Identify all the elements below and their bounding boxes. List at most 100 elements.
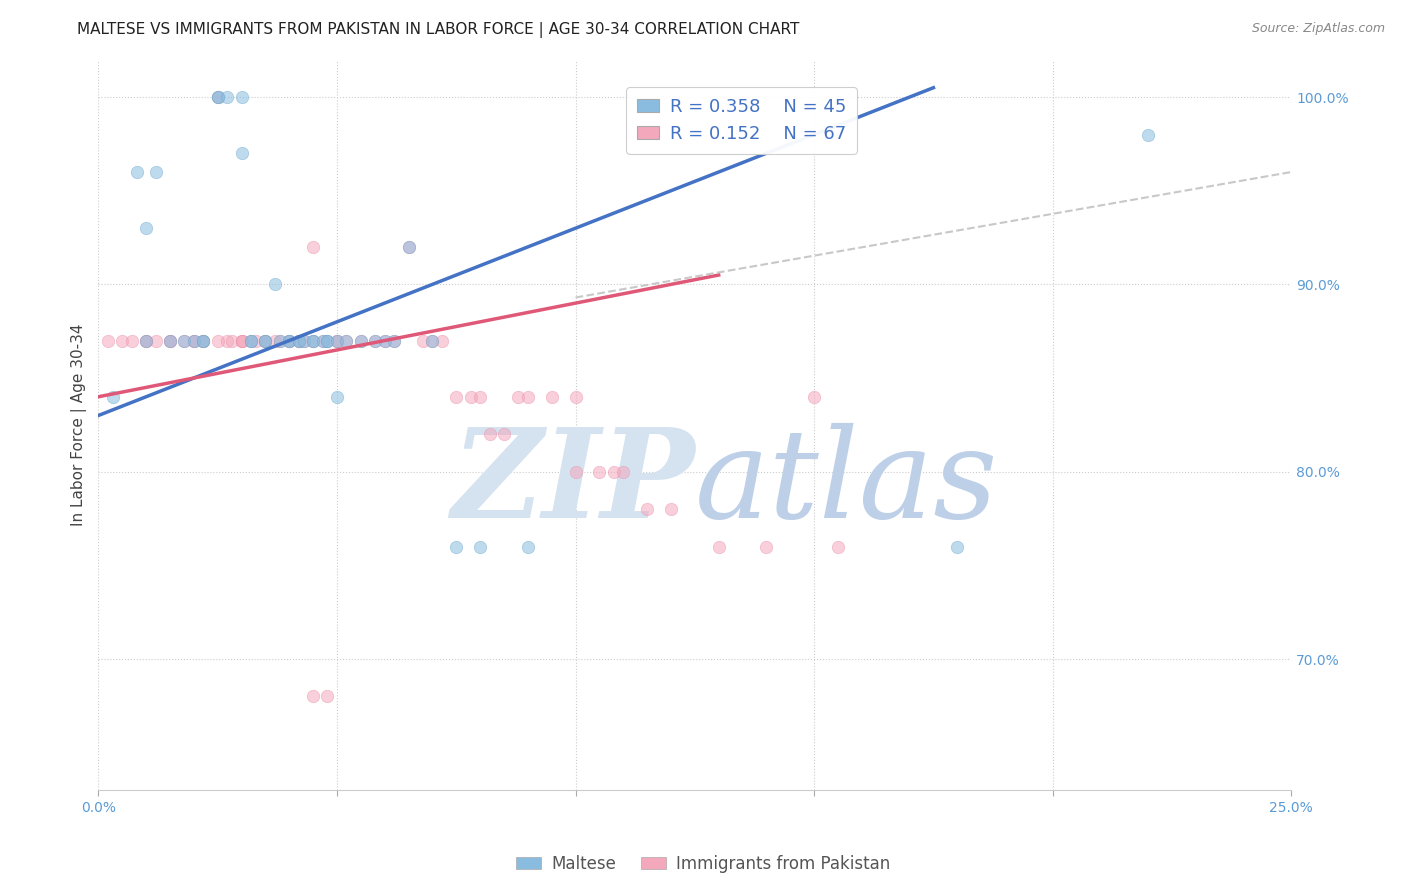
Point <box>326 334 349 348</box>
Point <box>278 334 301 348</box>
Point <box>398 240 420 254</box>
Point <box>292 334 315 348</box>
Point <box>603 465 626 479</box>
Point <box>254 334 277 348</box>
Point <box>207 90 229 104</box>
Point <box>316 334 339 348</box>
Point <box>231 334 253 348</box>
Point <box>240 334 263 348</box>
Point <box>245 334 267 348</box>
Text: ZIP: ZIP <box>451 423 695 544</box>
Legend: Maltese, Immigrants from Pakistan: Maltese, Immigrants from Pakistan <box>509 848 897 880</box>
Point <box>508 390 530 404</box>
Point <box>636 502 658 516</box>
Text: atlas: atlas <box>695 423 998 544</box>
Point <box>564 465 586 479</box>
Point <box>269 334 291 348</box>
Point <box>422 334 444 348</box>
Point <box>302 334 325 348</box>
Point <box>374 334 396 348</box>
Point <box>121 334 143 348</box>
Point <box>612 465 634 479</box>
Point <box>231 146 253 161</box>
Point <box>478 427 501 442</box>
Point <box>492 427 515 442</box>
Point <box>231 334 253 348</box>
Point <box>364 334 387 348</box>
Point <box>254 334 277 348</box>
Point <box>588 465 610 479</box>
Point <box>287 334 309 348</box>
Text: MALTESE VS IMMIGRANTS FROM PAKISTAN IN LABOR FORCE | AGE 30-34 CORRELATION CHART: MALTESE VS IMMIGRANTS FROM PAKISTAN IN L… <box>77 22 800 38</box>
Point <box>292 334 315 348</box>
Point <box>564 390 586 404</box>
Point <box>278 334 301 348</box>
Point <box>217 90 239 104</box>
Point <box>946 540 969 554</box>
Point <box>183 334 205 348</box>
Point <box>145 165 167 179</box>
Point <box>111 334 134 348</box>
Point <box>145 334 167 348</box>
Point <box>444 540 467 554</box>
Point <box>101 390 124 404</box>
Point <box>193 334 215 348</box>
Point <box>125 165 148 179</box>
Point <box>460 390 482 404</box>
Point <box>207 90 229 104</box>
Point <box>287 334 309 348</box>
Point <box>159 334 181 348</box>
Point <box>382 334 405 348</box>
Point <box>269 334 291 348</box>
Point <box>193 334 215 348</box>
Point <box>468 540 491 554</box>
Point <box>302 240 325 254</box>
Point <box>707 540 730 554</box>
Text: Source: ZipAtlas.com: Source: ZipAtlas.com <box>1251 22 1385 36</box>
Point <box>316 334 339 348</box>
Point <box>97 334 120 348</box>
Point <box>254 334 277 348</box>
Point <box>335 334 357 348</box>
Point <box>540 390 562 404</box>
Point <box>207 334 229 348</box>
Point <box>287 334 309 348</box>
Point <box>374 334 396 348</box>
Point <box>221 334 243 348</box>
Point <box>316 690 339 704</box>
Point <box>278 334 301 348</box>
Point <box>335 334 357 348</box>
Point <box>217 334 239 348</box>
Point <box>827 540 849 554</box>
Point <box>302 334 325 348</box>
Point <box>516 390 538 404</box>
Point <box>398 240 420 254</box>
Point <box>264 277 287 292</box>
Point <box>193 334 215 348</box>
Point <box>264 334 287 348</box>
Point <box>364 334 387 348</box>
Point <box>240 334 263 348</box>
Y-axis label: In Labor Force | Age 30-34: In Labor Force | Age 30-34 <box>72 324 87 526</box>
Point <box>422 334 444 348</box>
Point <box>183 334 205 348</box>
Point <box>755 540 778 554</box>
Point <box>135 334 157 348</box>
Point <box>468 390 491 404</box>
Point <box>316 334 339 348</box>
Point <box>311 334 333 348</box>
Point <box>159 334 181 348</box>
Point <box>159 334 181 348</box>
Legend: R = 0.358    N = 45, R = 0.152    N = 67: R = 0.358 N = 45, R = 0.152 N = 67 <box>626 87 856 153</box>
Point <box>412 334 434 348</box>
Point <box>803 390 825 404</box>
Point <box>302 690 325 704</box>
Point <box>444 390 467 404</box>
Point <box>278 334 301 348</box>
Point <box>326 334 349 348</box>
Point <box>287 334 309 348</box>
Point <box>231 90 253 104</box>
Point <box>382 334 405 348</box>
Point <box>1137 128 1160 142</box>
Point <box>302 334 325 348</box>
